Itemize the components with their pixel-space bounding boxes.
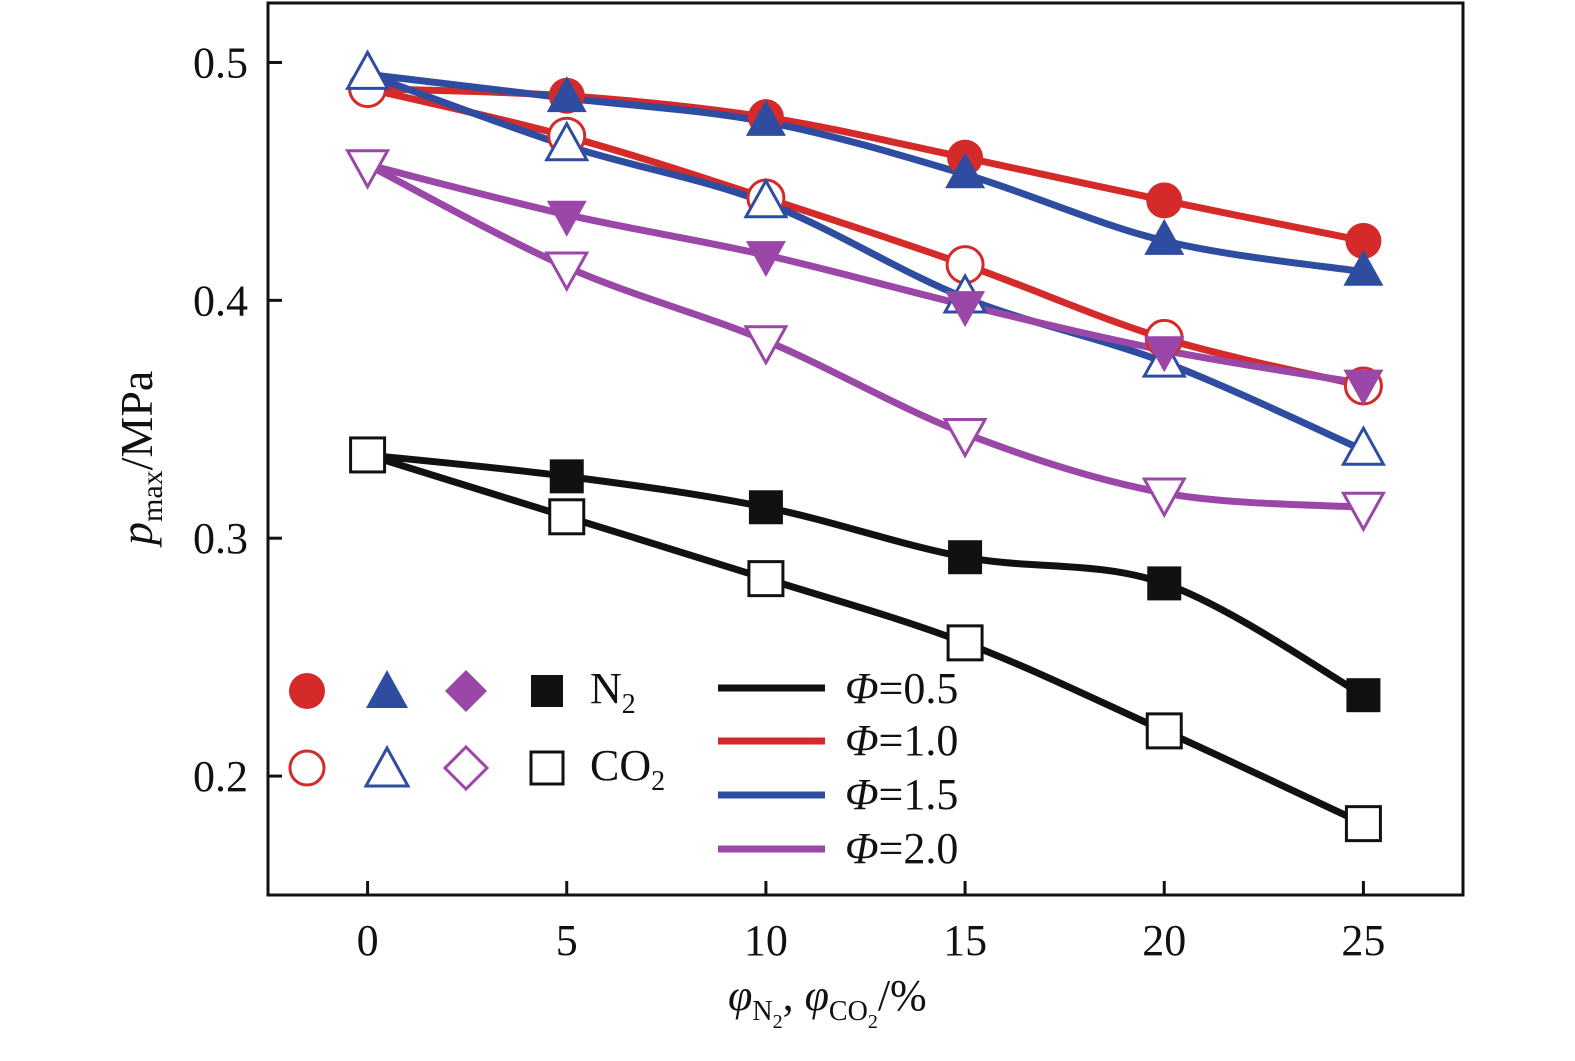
x-tick-label: 20 bbox=[1142, 916, 1186, 965]
data-point-phi-0-5-co2 bbox=[1344, 805, 1382, 843]
data-point-phi-1-5-co2 bbox=[345, 49, 391, 90]
data-point-phi-0-5-n2 bbox=[948, 540, 983, 575]
y-tick-label: 0.5 bbox=[193, 38, 248, 87]
series-lines bbox=[364, 70, 1367, 828]
x-tick-label: 5 bbox=[556, 916, 578, 965]
data-point-phi-2-0-co2 bbox=[1141, 477, 1187, 519]
legend-marker-co2-triangle bbox=[363, 744, 411, 788]
series-line-phi-2-0-n2 bbox=[364, 161, 1367, 388]
y-axis-label: pmax/MPa bbox=[111, 371, 169, 548]
series-line-phi-1-5-co2 bbox=[364, 70, 1367, 454]
data-point-phi-1-0-n2 bbox=[1146, 182, 1183, 219]
y-tick-label: 0.3 bbox=[193, 514, 248, 563]
series-line-phi-2-0-co2 bbox=[364, 161, 1367, 511]
data-point-phi-1-0-n2 bbox=[1345, 222, 1382, 259]
marker-legend: N2 CO2 bbox=[288, 664, 665, 797]
data-point-phi-2-0-co2 bbox=[345, 149, 391, 190]
legend-label-phi-1-0: Φ=1.0 bbox=[845, 716, 958, 765]
data-point-phi-0-5-co2 bbox=[946, 624, 984, 662]
series-line-phi-0-5-co2 bbox=[364, 451, 1367, 828]
data-point-phi-0-5-co2 bbox=[349, 436, 387, 474]
x-tick-label: 0 bbox=[357, 916, 379, 965]
data-point-phi-2-0-n2 bbox=[1144, 336, 1185, 373]
data-point-phi-0-5-n2 bbox=[748, 490, 783, 525]
data-point-phi-0-5-n2 bbox=[1346, 678, 1381, 713]
legend-marker-co2-square bbox=[529, 750, 565, 786]
data-point-phi-2-0-n2 bbox=[945, 291, 986, 328]
data-point-phi-1-5-co2 bbox=[544, 120, 590, 162]
data-point-phi-0-5-n2 bbox=[1147, 566, 1182, 601]
data-point-phi-2-0-n2 bbox=[745, 241, 786, 278]
axis-ticks: 0 5 10 15 20 25 0.2 0.3 0.4 0.5 bbox=[193, 38, 1385, 965]
legend-label-n2: N2 bbox=[590, 664, 636, 720]
y-tick-label: 0.2 bbox=[193, 752, 248, 801]
legend-marker-n2-circle bbox=[289, 673, 325, 709]
data-point-phi-1-5-n2 bbox=[945, 152, 986, 189]
data-point-phi-0-5-co2 bbox=[548, 498, 586, 536]
data-point-phi-1-5-n2 bbox=[546, 76, 587, 113]
data-point-phi-2-0-co2 bbox=[544, 251, 590, 293]
data-point-phi-1-5-co2 bbox=[743, 177, 789, 219]
data-point-phi-0-5-co2 bbox=[747, 560, 785, 598]
data-point-phi-1-5-co2 bbox=[1340, 425, 1386, 466]
plot-frame bbox=[266, 1, 1465, 897]
data-point-phi-2-0-n2 bbox=[546, 200, 587, 237]
series-line-phi-1-0-co2 bbox=[364, 85, 1367, 390]
legend-marker-co2-circle bbox=[288, 749, 326, 787]
x-tick-label: 25 bbox=[1341, 916, 1385, 965]
legend-marker-co2-diamond bbox=[442, 744, 490, 792]
data-point-phi-1-5-n2 bbox=[1343, 249, 1384, 286]
data-point-phi-1-5-n2 bbox=[745, 99, 786, 136]
data-point-phi-2-0-co2 bbox=[743, 325, 789, 366]
series-line-phi-1-0-n2 bbox=[364, 85, 1367, 245]
series-line-phi-0-5-n2 bbox=[364, 451, 1367, 699]
y-tick-label: 0.4 bbox=[193, 276, 248, 325]
x-axis-label: φN2, φCO2/% bbox=[728, 971, 927, 1033]
legend-marker-n2-square bbox=[531, 675, 563, 707]
legend-label-phi-2-0: Φ=2.0 bbox=[845, 824, 958, 873]
data-point-phi-0-5-co2 bbox=[1145, 712, 1183, 750]
legend-marker-n2-triangle bbox=[366, 670, 408, 708]
data-point-phi-2-0-n2 bbox=[1343, 369, 1384, 406]
x-tick-label: 10 bbox=[744, 916, 788, 965]
legend-label-phi-1-5: Φ=1.5 bbox=[845, 770, 958, 819]
legend-label-co2: CO2 bbox=[590, 741, 665, 797]
data-point-phi-2-0-co2 bbox=[942, 418, 988, 459]
legend-marker-n2-diamond bbox=[445, 670, 487, 712]
data-point-phi-0-5-n2 bbox=[549, 459, 584, 494]
series-line-phi-1-5-n2 bbox=[364, 70, 1367, 276]
line-legend: Φ=0.5 Φ=1.0 Φ=1.5 Φ=2.0 bbox=[718, 664, 958, 873]
x-tick-label: 15 bbox=[943, 916, 987, 965]
data-point-phi-1-5-n2 bbox=[1144, 218, 1185, 255]
series-markers bbox=[345, 49, 1386, 843]
legend-label-phi-0-5: Φ=0.5 bbox=[845, 664, 958, 713]
data-point-phi-2-0-co2 bbox=[1340, 491, 1386, 533]
